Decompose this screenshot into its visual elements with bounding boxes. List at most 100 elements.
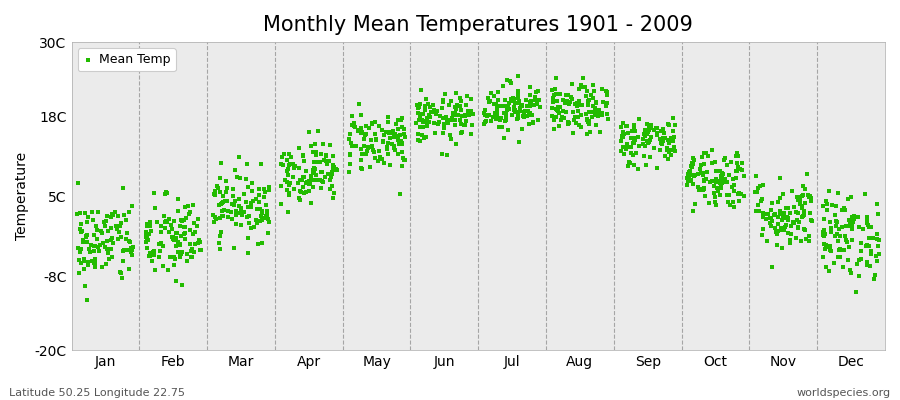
Mean Temp [508,109,523,116]
Mean Temp [599,100,614,106]
Mean Temp [251,186,266,192]
Mean Temp [444,98,458,104]
Mean Temp [364,120,379,127]
Mean Temp [850,261,864,267]
Mean Temp [330,166,345,173]
Mean Temp [75,228,89,234]
Mean Temp [158,225,172,231]
Mean Temp [709,201,724,208]
Mean Temp [115,184,130,191]
Mean Temp [448,116,463,123]
Mean Temp [165,225,179,232]
Mean Temp [600,111,615,118]
Mean Temp [303,143,318,149]
Mean Temp [381,119,395,125]
Mean Temp [261,216,275,222]
Mean Temp [93,242,107,248]
Mean Temp [358,132,373,138]
Mean Temp [791,210,806,216]
Mean Temp [790,194,805,200]
Mean Temp [482,112,496,118]
Mean Temp [241,250,256,256]
Mean Temp [213,215,228,221]
Mean Temp [326,163,340,169]
Mean Temp [212,202,226,208]
Mean Temp [627,140,642,146]
Mean Temp [87,255,102,262]
Mean Temp [180,258,194,264]
Mean Temp [387,143,401,150]
Mean Temp [831,254,845,260]
Mean Temp [454,130,468,136]
Mean Temp [759,211,773,217]
Mean Temp [226,186,240,192]
Mean Temp [666,138,680,144]
Mean Temp [788,235,803,242]
Mean Temp [110,226,124,232]
Mean Temp [599,88,614,95]
Mean Temp [589,99,603,105]
Mean Temp [765,200,779,206]
Mean Temp [297,174,311,180]
Mean Temp [763,215,778,222]
Mean Temp [161,229,176,236]
Mean Temp [868,271,882,278]
Mean Temp [417,118,431,125]
Mean Temp [320,161,334,167]
Mean Temp [442,102,456,108]
Mean Temp [727,182,742,188]
Mean Temp [238,209,252,216]
Mean Temp [292,164,307,171]
Mean Temp [831,189,845,196]
Mean Temp [510,100,525,106]
Mean Temp [167,218,182,224]
Mean Temp [279,187,293,194]
Mean Temp [447,104,462,110]
Mean Temp [388,131,402,137]
Mean Temp [598,103,613,109]
Mean Temp [302,129,316,135]
Mean Temp [590,111,605,118]
Mean Temp [354,164,368,171]
Mean Temp [706,183,721,190]
Mean Temp [323,186,338,192]
Mean Temp [631,134,645,140]
Mean Temp [78,232,93,239]
Mean Temp [74,246,88,252]
Mean Temp [783,231,797,237]
Mean Temp [356,143,371,150]
Mean Temp [832,254,847,260]
Mean Temp [787,220,801,226]
Mean Temp [77,210,92,216]
Mean Temp [436,96,450,103]
Mean Temp [217,207,231,213]
Mean Temp [779,215,794,221]
Mean Temp [418,103,432,109]
Mean Temp [188,241,202,247]
Mean Temp [369,136,383,142]
Mean Temp [177,230,192,236]
Mean Temp [816,232,831,239]
Mean Temp [564,94,579,100]
Mean Temp [391,117,405,124]
Mean Temp [770,230,784,237]
Mean Temp [660,146,674,153]
Mean Temp [640,121,654,127]
Mean Temp [154,222,168,229]
Mean Temp [242,220,256,226]
Mean Temp [795,205,809,211]
Mean Temp [176,218,190,224]
Mean Temp [291,180,305,187]
Mean Temp [756,182,770,188]
Mean Temp [125,247,140,254]
Mean Temp [685,164,699,170]
Mean Temp [313,177,328,183]
Mean Temp [244,225,258,231]
Mean Temp [437,125,452,132]
Mean Temp [559,92,573,99]
Mean Temp [655,141,670,147]
Mean Temp [281,172,295,178]
Mean Temp [627,162,642,168]
Mean Temp [431,119,446,126]
Mean Temp [595,112,609,118]
